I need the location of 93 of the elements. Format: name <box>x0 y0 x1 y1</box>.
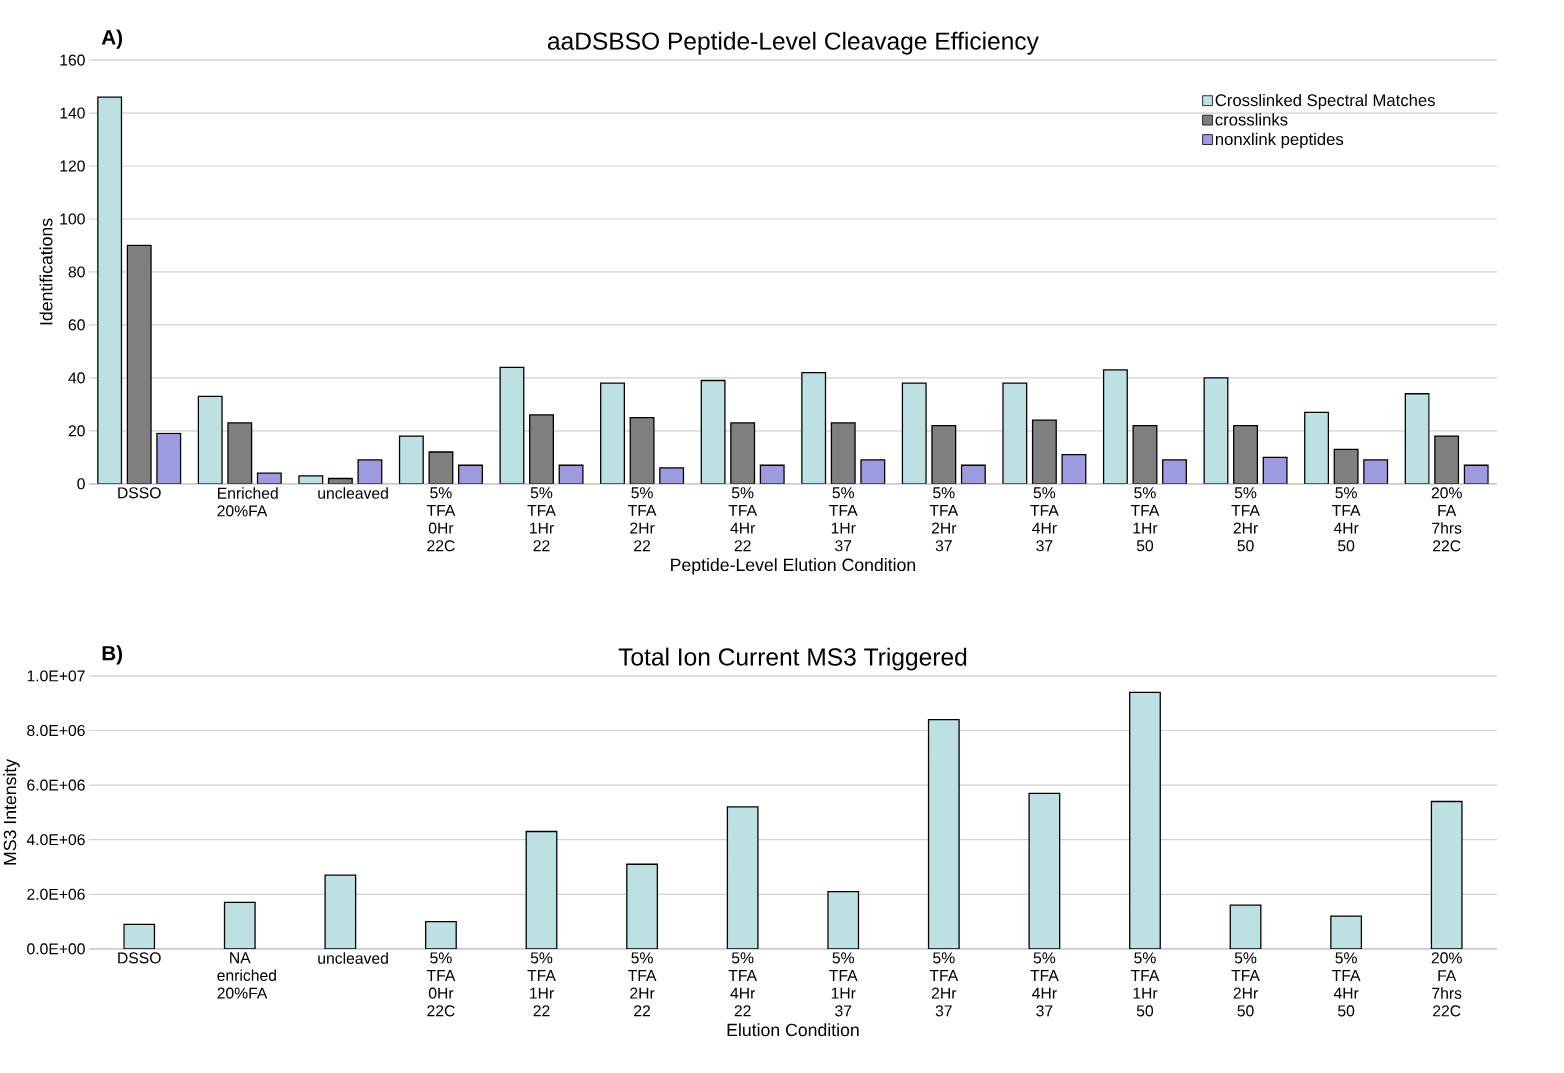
bar <box>1102 369 1128 484</box>
bar <box>931 424 957 484</box>
y-tick-label: 6.0E+06 <box>27 779 85 791</box>
bar <box>629 416 655 484</box>
bar <box>901 382 927 484</box>
bar <box>425 920 457 949</box>
x-tick-label: 5% TFA 4Hr 22 <box>728 487 758 552</box>
bar <box>324 874 357 949</box>
x-tick-label: 5% TFA 0Hr 22C <box>426 487 456 552</box>
y-tick-label: 0 <box>77 478 85 490</box>
y-tick-label: 140 <box>60 107 85 119</box>
bar <box>529 414 554 484</box>
bar <box>1330 915 1363 949</box>
bar <box>827 890 860 949</box>
bar <box>626 863 658 949</box>
y-axis-title: Identifications <box>39 218 53 325</box>
y-tick-label: 8.0E+06 <box>27 724 85 737</box>
legend-label: crosslinks <box>1215 113 1288 126</box>
text: B) <box>102 645 123 665</box>
x-tick-label: 5% TFA 2Hr 50 <box>1231 487 1260 552</box>
y-tick-label: 1.0E+07 <box>27 670 85 682</box>
bar <box>1304 411 1330 484</box>
bar <box>227 422 253 484</box>
bar <box>730 422 756 484</box>
bar <box>156 432 182 484</box>
x-tick-label: 5% TFA 4Hr 37 <box>1030 487 1059 552</box>
x-tick-label: 5% TFA 2Hr 22 <box>628 487 657 552</box>
bar <box>1129 691 1161 949</box>
bar <box>223 901 256 949</box>
x-axis-title: Peptide-Level Elution Condition <box>671 558 916 575</box>
bar <box>600 382 625 484</box>
bar <box>1031 419 1057 484</box>
x-tick-label: uncleaved <box>318 487 388 499</box>
y-tick-label: 60 <box>68 319 85 331</box>
x-tick-label: 20% FA 7hrs 22C <box>1431 487 1462 552</box>
y-tick-label: 20 <box>68 425 85 437</box>
bar <box>1132 424 1158 484</box>
bar <box>830 422 856 484</box>
bar <box>126 244 152 484</box>
y-tick-label: 80 <box>68 266 85 278</box>
x-tick-label: 5% TFA 2Hr 37 <box>929 952 959 1017</box>
chart-title: Total Ion Current MS3 Triggered <box>618 647 967 671</box>
bar <box>398 435 424 484</box>
x-tick-label: DSSO <box>118 952 161 964</box>
legend-label: nonxlink peptides <box>1215 132 1344 149</box>
x-tick-label: 5% TFA 4Hr 22 <box>728 952 758 1017</box>
x-tick-label: DSSO <box>118 487 161 499</box>
bar <box>197 395 223 484</box>
x-tick-label: Enriched 20%FA <box>217 487 278 517</box>
x-tick-label: 5% TFA 4Hr 50 <box>1332 952 1361 1017</box>
y-tick-label: 160 <box>60 54 85 66</box>
x-tick-label: 5% TFA 1Hr 37 <box>829 952 858 1017</box>
text: A) <box>101 29 123 49</box>
bar <box>1002 382 1028 484</box>
bar <box>1203 377 1229 484</box>
y-tick-label: 4.0E+06 <box>26 834 85 846</box>
bar <box>1233 424 1258 484</box>
y-axis-title: MS3 Intensity <box>3 758 20 865</box>
bar <box>97 96 123 484</box>
y-tick-label: 40 <box>68 372 85 384</box>
y-tick-label: 120 <box>60 160 85 172</box>
bar <box>801 371 827 484</box>
bar <box>1430 800 1463 949</box>
x-tick-label: 5% TFA 1Hr 50 <box>1130 952 1160 1017</box>
legend-label: Crosslinked Spectral Matches <box>1215 93 1435 110</box>
x-tick-label: NA enriched 20%FA <box>217 952 276 999</box>
bar <box>499 366 525 484</box>
bar <box>1028 792 1061 949</box>
bar <box>927 718 960 949</box>
x-tick-label: uncleaved <box>318 952 388 964</box>
bar <box>1162 459 1187 484</box>
bar <box>525 830 558 949</box>
x-tick-label: 20% FA 7hrs 22C <box>1431 952 1462 1017</box>
bar <box>700 379 726 484</box>
y-tick-label: 0.0E+00 <box>27 943 85 955</box>
y-tick-label: 100 <box>60 213 85 225</box>
bar <box>1434 435 1460 484</box>
x-axis-title: Elution Condition <box>727 1023 859 1037</box>
x-tick-label: 5% TFA 4Hr 37 <box>1030 952 1059 1017</box>
chart-title: aaDSBSO Peptide-Level Cleavage Efficiency <box>547 31 1039 55</box>
x-tick-label: 5% TFA 1Hr 22 <box>527 487 556 552</box>
bar <box>1229 904 1262 949</box>
x-tick-label: 5% TFA 0Hr 22C <box>426 952 456 1017</box>
x-tick-label: 5% TFA 4Hr 50 <box>1332 487 1361 552</box>
x-tick-label: 5% TFA 1Hr 22 <box>527 952 556 1017</box>
x-tick-label: 5% TFA 1Hr 50 <box>1130 487 1160 552</box>
x-tick-label: 5% TFA 2Hr 37 <box>929 487 959 552</box>
x-tick-label: 5% TFA 2Hr 50 <box>1231 952 1260 1017</box>
y-tick-label: 2.0E+06 <box>27 888 85 900</box>
x-tick-label: 5% TFA 2Hr 22 <box>628 952 657 1017</box>
bar <box>1404 393 1430 484</box>
bar <box>726 806 759 949</box>
x-tick-label: 5% TFA 1Hr 37 <box>829 487 858 552</box>
